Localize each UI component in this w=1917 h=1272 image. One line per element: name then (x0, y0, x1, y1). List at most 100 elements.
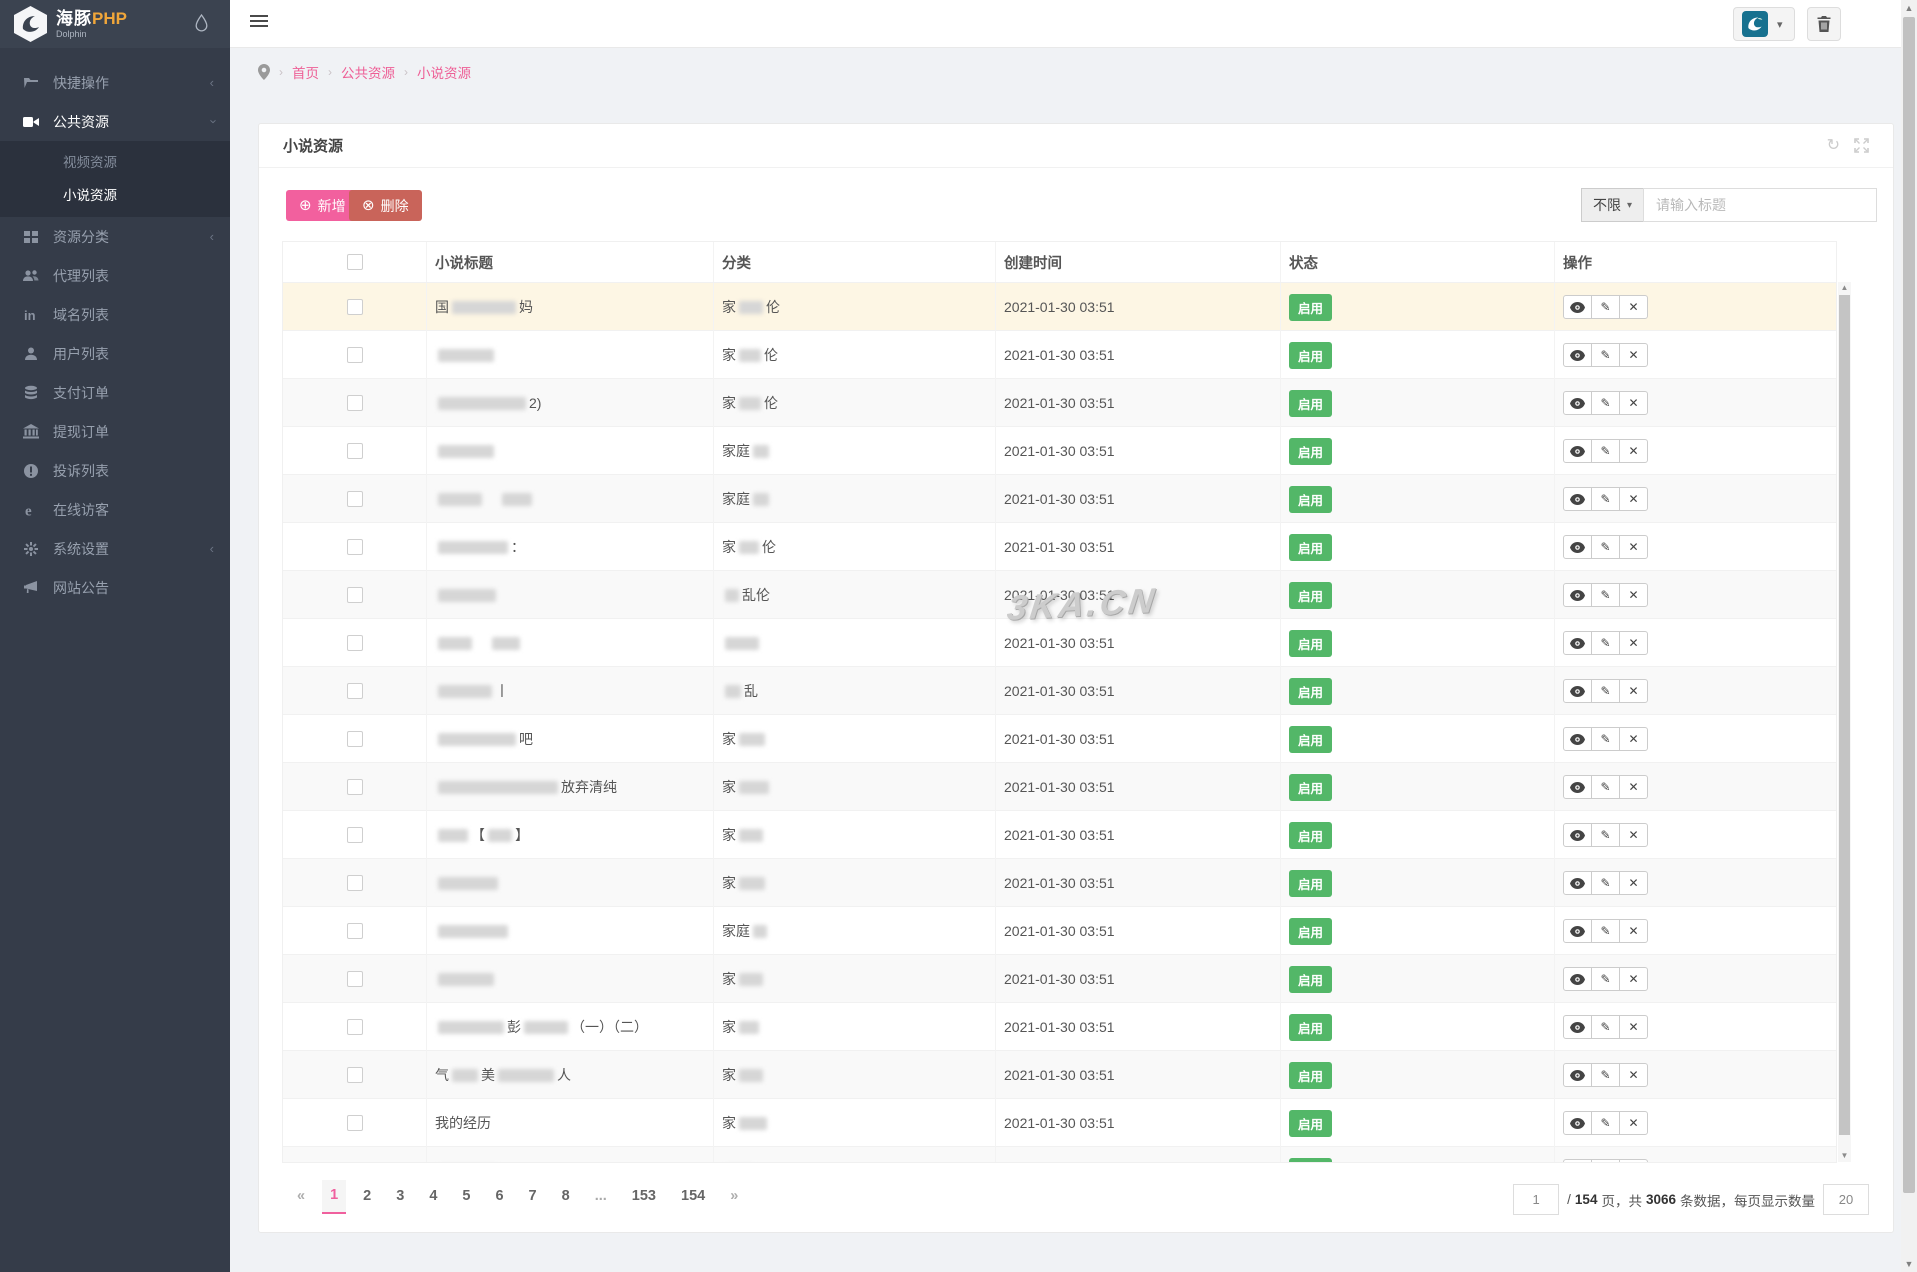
page-button-7[interactable]: 7 (528, 1188, 537, 1204)
row-checkbox[interactable] (346, 539, 363, 555)
view-button[interactable] (1563, 871, 1592, 895)
edit-button[interactable]: ✎ (1591, 967, 1620, 991)
sidebar-item-11[interactable]: 网站公告 (0, 568, 230, 607)
status-badge[interactable]: 启用 (1289, 629, 1333, 657)
delete-row-button[interactable]: ✕ (1619, 391, 1648, 415)
filter-dropdown[interactable]: 不限 ▾ (1580, 188, 1643, 222)
delete-row-button[interactable]: ✕ (1619, 967, 1648, 991)
row-checkbox[interactable] (346, 923, 363, 939)
view-button[interactable] (1563, 391, 1592, 415)
delete-row-button[interactable]: ✕ (1619, 727, 1648, 751)
prev-page-button[interactable]: « (297, 1188, 306, 1204)
view-button[interactable] (1563, 919, 1592, 943)
row-checkbox[interactable] (346, 587, 363, 603)
view-button[interactable] (1563, 535, 1592, 559)
delete-row-button[interactable]: ✕ (1619, 535, 1648, 559)
status-badge[interactable]: 启用 (1289, 1157, 1333, 1162)
view-button[interactable] (1563, 295, 1592, 319)
status-badge[interactable]: 启用 (1289, 1109, 1333, 1137)
edit-button[interactable]: ✎ (1591, 631, 1620, 655)
view-button[interactable] (1563, 823, 1592, 847)
page-button-6[interactable]: 6 (495, 1188, 504, 1204)
status-badge[interactable]: 启用 (1289, 725, 1333, 753)
page-button-3[interactable]: 3 (396, 1188, 405, 1204)
delete-row-button[interactable]: ✕ (1619, 295, 1648, 319)
view-button[interactable] (1563, 727, 1592, 751)
edit-button[interactable]: ✎ (1591, 775, 1620, 799)
edit-button[interactable]: ✎ (1591, 919, 1620, 943)
delete-row-button[interactable]: ✕ (1619, 823, 1648, 847)
view-button[interactable] (1563, 487, 1592, 511)
delete-row-button[interactable]: ✕ (1619, 919, 1648, 943)
row-checkbox[interactable] (346, 1115, 363, 1131)
edit-button[interactable]: ✎ (1591, 391, 1620, 415)
table-scrollbar-thumb[interactable] (1839, 295, 1850, 1135)
browser-scrollbar-thumb[interactable] (1903, 17, 1915, 1193)
browser-scrollbar[interactable]: ▲ ▼ (1901, 0, 1917, 1272)
sidebar-item-4[interactable]: in 域名列表 (0, 295, 230, 334)
view-button[interactable] (1563, 1159, 1592, 1162)
status-badge[interactable]: 启用 (1289, 1061, 1333, 1089)
sidebar-item-10[interactable]: 系统设置 ‹ (0, 529, 230, 568)
row-checkbox[interactable] (346, 635, 363, 651)
edit-button[interactable]: ✎ (1591, 1159, 1620, 1162)
status-badge[interactable]: 启用 (1289, 389, 1333, 417)
edit-button[interactable]: ✎ (1591, 439, 1620, 463)
add-button[interactable]: ⊕ 新增 (286, 190, 359, 221)
page-button-153[interactable]: 153 (631, 1188, 656, 1204)
logo[interactable]: 海豚PHP Dolphin (0, 0, 230, 48)
status-badge[interactable]: 启用 (1289, 485, 1333, 513)
delete-row-button[interactable]: ✕ (1619, 871, 1648, 895)
table-scrollbar[interactable]: ▲ ▼ (1838, 282, 1851, 1162)
status-badge[interactable]: 启用 (1289, 1013, 1333, 1041)
delete-row-button[interactable]: ✕ (1619, 1111, 1648, 1135)
delete-row-button[interactable]: ✕ (1619, 775, 1648, 799)
search-input[interactable] (1643, 188, 1877, 222)
refresh-icon[interactable]: ↻ (1826, 136, 1840, 154)
row-checkbox[interactable] (346, 347, 363, 363)
status-badge[interactable]: 启用 (1289, 869, 1333, 897)
breadcrumb-link-0[interactable]: 首页 (292, 66, 319, 81)
row-checkbox[interactable] (346, 875, 363, 891)
breadcrumb-link-2[interactable]: 小说资源 (417, 66, 471, 81)
edit-button[interactable]: ✎ (1591, 727, 1620, 751)
status-badge[interactable]: 启用 (1289, 917, 1333, 945)
page-button-1[interactable]: 1 (322, 1180, 347, 1214)
row-checkbox[interactable] (346, 827, 363, 843)
delete-row-button[interactable]: ✕ (1619, 1015, 1648, 1039)
view-button[interactable] (1563, 775, 1592, 799)
scroll-down-icon[interactable]: ▼ (1840, 1151, 1849, 1160)
row-checkbox[interactable] (346, 971, 363, 987)
page-button-4[interactable]: 4 (429, 1188, 438, 1204)
row-checkbox[interactable] (346, 1019, 363, 1035)
page-button-2[interactable]: 2 (363, 1188, 372, 1204)
sidebar-toggle-icon[interactable] (250, 15, 268, 30)
status-badge[interactable]: 启用 (1289, 677, 1333, 705)
view-button[interactable] (1563, 967, 1592, 991)
row-checkbox[interactable] (346, 1067, 363, 1083)
delete-row-button[interactable]: ✕ (1619, 439, 1648, 463)
edit-button[interactable]: ✎ (1591, 1015, 1620, 1039)
sidebar-item-2[interactable]: 资源分类 ‹ (0, 217, 230, 256)
row-checkbox[interactable] (346, 299, 363, 315)
per-page-input[interactable] (1823, 1184, 1869, 1215)
sidebar-item-9[interactable]: e 在线访客 (0, 490, 230, 529)
view-button[interactable] (1563, 1063, 1592, 1087)
row-checkbox[interactable] (346, 443, 363, 459)
sidebar-item-5[interactable]: 用户列表 (0, 334, 230, 373)
select-all-checkbox[interactable] (346, 254, 363, 270)
status-badge[interactable]: 启用 (1289, 821, 1333, 849)
row-checkbox[interactable] (346, 731, 363, 747)
view-button[interactable] (1563, 343, 1592, 367)
status-badge[interactable]: 启用 (1289, 965, 1333, 993)
edit-button[interactable]: ✎ (1591, 1111, 1620, 1135)
sidebar-item-1[interactable]: 公共资源 ‹ (0, 102, 230, 141)
status-badge[interactable]: 启用 (1289, 437, 1333, 465)
page-number-input[interactable] (1513, 1184, 1560, 1215)
breadcrumb-link-1[interactable]: 公共资源 (341, 66, 395, 81)
sidebar-subitem-1[interactable]: 小说资源 (63, 188, 117, 203)
edit-button[interactable]: ✎ (1591, 1063, 1620, 1087)
edit-button[interactable]: ✎ (1591, 343, 1620, 367)
status-badge[interactable]: 启用 (1289, 533, 1333, 561)
fullscreen-icon[interactable] (1854, 137, 1869, 154)
